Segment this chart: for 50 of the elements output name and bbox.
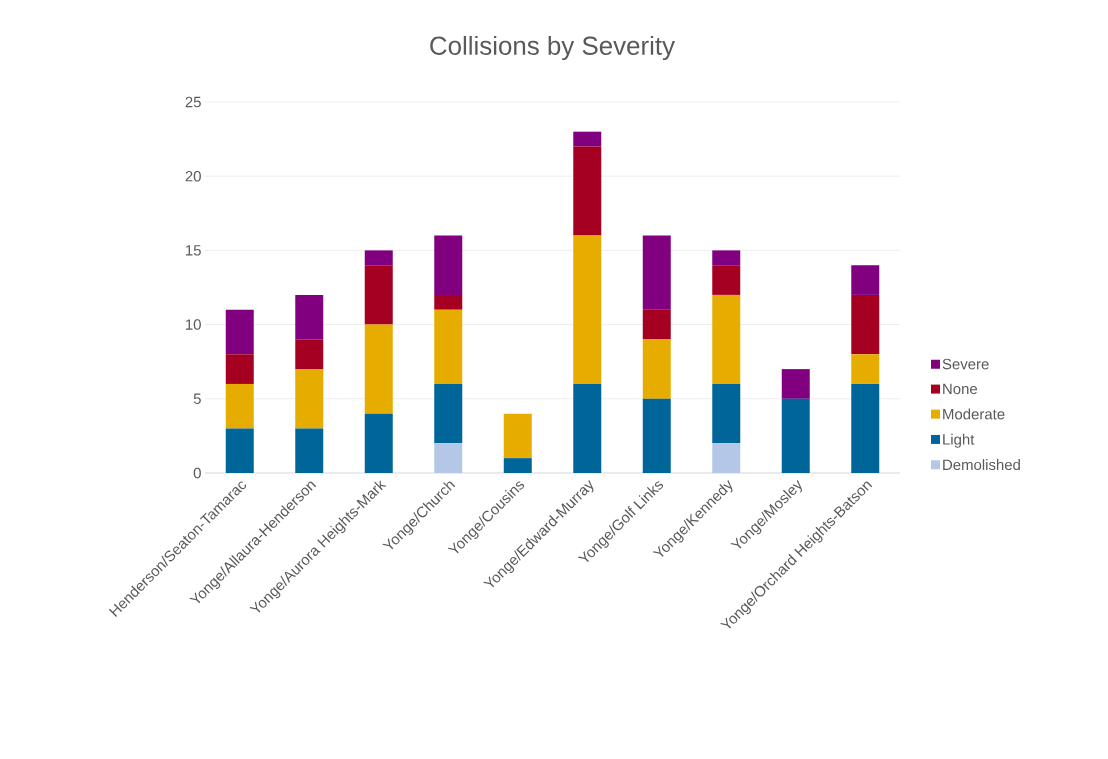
bar: [573, 383, 602, 473]
bar: [225, 428, 254, 473]
bar: [712, 265, 741, 295]
bar: [642, 309, 671, 340]
bar: [851, 294, 880, 355]
legend-label: Severe: [942, 358, 989, 370]
bar: [573, 131, 602, 147]
bar: [434, 309, 463, 384]
legend-label: Demolished: [943, 459, 1020, 471]
bar: [434, 443, 463, 473]
y-tick-label: 25: [185, 96, 201, 108]
bar: [364, 265, 393, 325]
bar: [781, 369, 810, 399]
y-tick-label: 5: [193, 393, 201, 404]
bar: [364, 324, 393, 414]
bar: [642, 398, 671, 473]
bar: [295, 428, 324, 473]
bar: [573, 235, 602, 384]
bar: [851, 265, 880, 295]
legend-label: None: [943, 383, 978, 395]
bar: [712, 383, 741, 444]
bar: [225, 383, 254, 429]
bar: [434, 294, 463, 310]
bar: [503, 458, 532, 473]
y-tick-label: 20: [185, 170, 201, 182]
legend-label: Light: [943, 433, 975, 448]
bar: [712, 443, 741, 473]
bar: [851, 354, 880, 384]
bar: [364, 250, 393, 266]
bar: [642, 235, 671, 310]
bar: [781, 398, 810, 473]
legend-label: Moderate: [943, 408, 1005, 420]
bar: [295, 294, 324, 340]
bar: [434, 383, 463, 444]
bar: [712, 250, 741, 266]
y-tick-label: 0: [193, 467, 201, 479]
bar: [851, 383, 880, 473]
bar: [712, 294, 741, 384]
y-tick-label: 15: [186, 245, 201, 256]
bar: [434, 235, 463, 295]
bar: [295, 339, 324, 370]
bar: [225, 354, 254, 384]
bar: [295, 369, 324, 429]
y-tick-label: 10: [186, 319, 201, 330]
bar: [642, 339, 671, 399]
bar: [364, 413, 393, 473]
bar: [225, 309, 254, 355]
chart-title: Collisions by Severity: [430, 35, 675, 61]
bar: [503, 413, 532, 459]
bar: [573, 146, 602, 236]
